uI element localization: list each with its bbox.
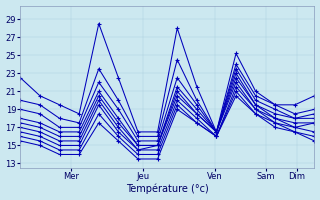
X-axis label: Température (°c): Température (°c) [126, 184, 209, 194]
